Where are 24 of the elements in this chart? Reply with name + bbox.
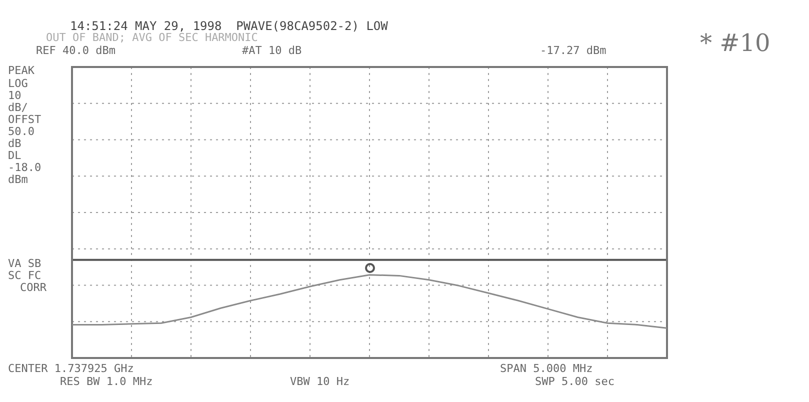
text: PEAK bbox=[8, 64, 34, 77]
chart-subtitle: OUT OF BAND; AVG OF SEC HARMONIC bbox=[46, 31, 258, 44]
text: SPAN 5.000 MHz bbox=[500, 362, 593, 375]
text: -18.0 bbox=[8, 161, 42, 174]
text: DL bbox=[8, 149, 22, 162]
text: VBW 10 Hz bbox=[290, 375, 350, 388]
text: REF 40.0 dBm bbox=[36, 44, 116, 57]
text: * #10 bbox=[700, 29, 770, 57]
text: #AT 10 dB bbox=[242, 44, 302, 57]
text: RES BW 1.0 MHz bbox=[60, 375, 153, 388]
text: SC FC bbox=[8, 269, 42, 282]
chart-title: 14:51:24 MAY 29, 1998 PWAVE(98CA9502-2) LOW bbox=[70, 19, 388, 33]
text: OFFST bbox=[8, 113, 42, 126]
text: SWP 5.00 sec bbox=[535, 375, 614, 388]
text: dBm bbox=[8, 173, 28, 186]
text: dB bbox=[8, 137, 22, 150]
text: 50.0 bbox=[8, 125, 34, 138]
text: CORR bbox=[20, 281, 46, 294]
text: dB/ bbox=[8, 101, 28, 114]
text: LOG bbox=[8, 77, 28, 90]
text: 10 bbox=[8, 89, 22, 102]
text: -17.27 dBm bbox=[540, 44, 606, 57]
text: CENTER 1.737925 GHz bbox=[8, 362, 134, 375]
text: VA SB bbox=[8, 257, 42, 270]
